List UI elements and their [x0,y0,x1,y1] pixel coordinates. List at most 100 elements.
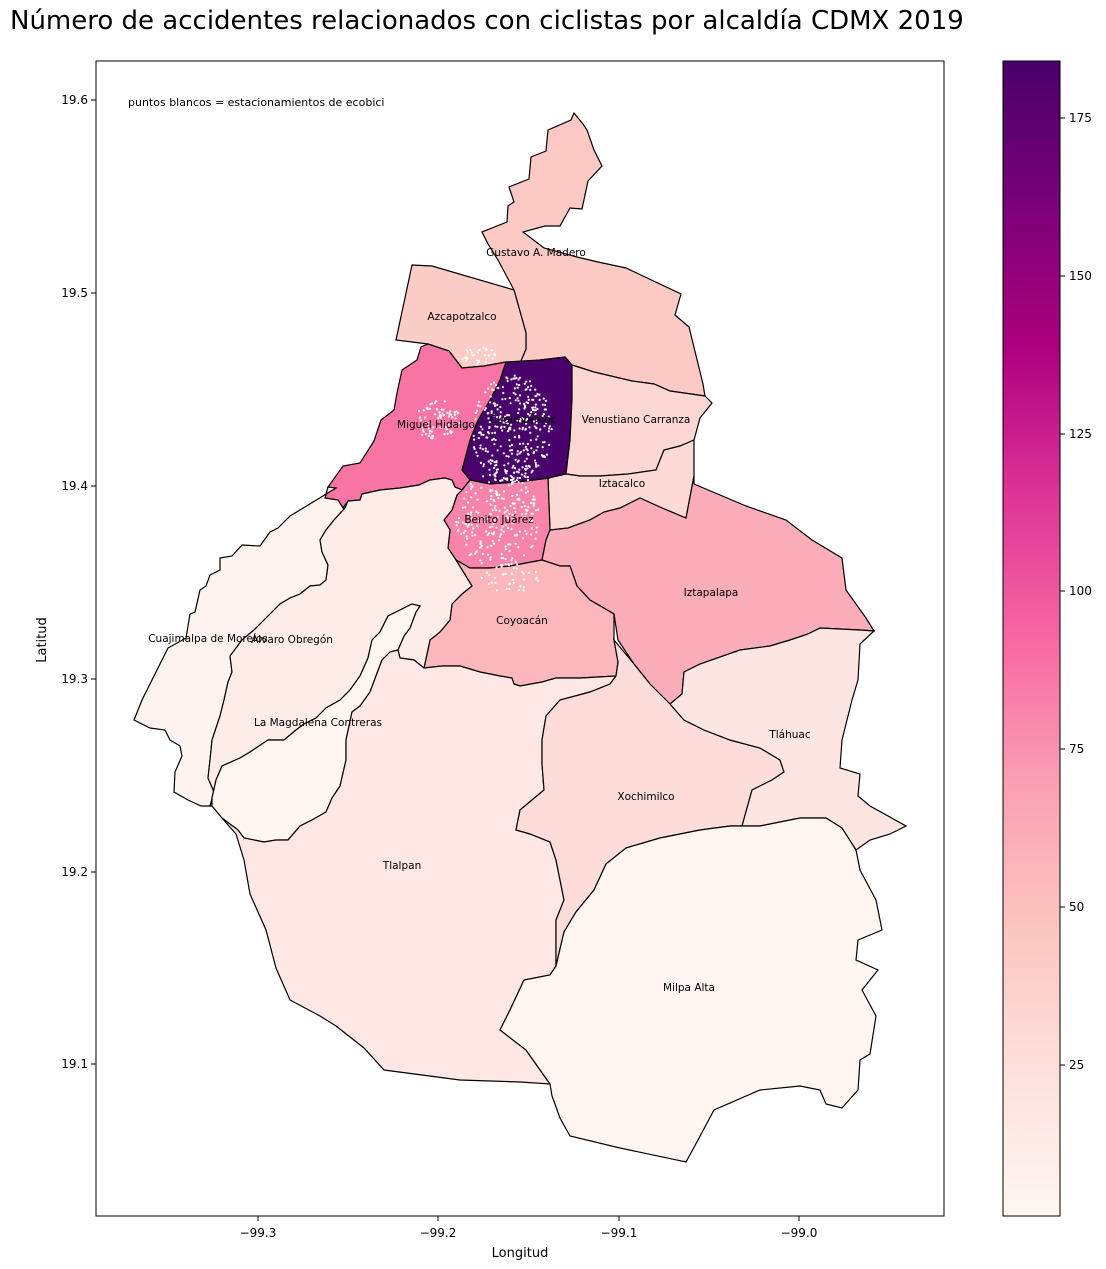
ecobici-station-dot [516,397,519,400]
ecobici-station-dot [470,351,473,354]
ecobici-station-dot [486,533,489,536]
ecobici-station-dot [514,560,517,564]
ecobici-station-dot [496,515,500,518]
ecobici-station-dot [525,401,528,404]
ecobici-station-dot [513,502,516,505]
ecobici-station-dot [497,497,500,500]
ecobici-station-dot [487,460,490,463]
ecobici-station-dot [448,412,451,415]
ecobici-station-dot [543,425,546,428]
ecobici-station-dot [534,571,538,574]
ecobici-station-dot [510,452,514,455]
ecobici-station-dot [464,506,467,509]
ecobici-station-dot [525,512,528,515]
ecobici-station-dot [506,377,509,380]
ecobici-station-dot [526,509,529,512]
ecobici-station-dot [507,563,510,566]
ecobici-station-dot [489,513,492,516]
y-tick-label: 19.6 [61,93,88,107]
ecobici-station-dot [494,581,497,585]
ecobici-station-dot [513,429,516,432]
ecobici-station-dot [476,351,479,354]
ecobici-station-dot [495,509,498,512]
ecobici-station-dot [496,449,499,452]
ecobici-station-dot [526,467,529,470]
ecobici-station-dot [487,583,491,586]
ecobici-station-dot [527,453,530,456]
ecobici-station-dot [475,359,478,362]
ecobici-station-dot [488,481,491,484]
x-axis: −99.3 −99.2 −99.1 −99.0 Longitud [240,1216,817,1261]
ecobici-station-dot [500,479,503,482]
region-milpa-alta[interactable] [499,817,883,1163]
map-regions [133,111,908,1163]
ecobici-station-dot [514,510,517,513]
ecobici-station-dot [516,386,519,389]
ecobici-station-dot [479,431,482,434]
ecobici-station-dot [435,407,438,410]
ecobici-station-dot [529,431,532,434]
ecobici-station-dot [496,425,499,428]
ecobici-station-dot [535,526,539,529]
ecobici-station-dot [541,403,544,406]
ecobici-station-dot [520,488,523,491]
ecobici-station-dot [512,478,515,481]
ecobici-station-dot [493,474,496,477]
ecobici-station-dot [488,421,491,424]
ecobici-station-dot [496,408,499,411]
ecobici-station-dot [523,404,526,407]
ecobici-station-dot [464,356,467,359]
ecobici-station-dot [469,482,472,485]
ecobici-station-dot [510,572,513,575]
ecobici-station-dot [493,404,496,407]
ecobici-station-dot [523,460,526,463]
ecobici-station-dot [517,459,520,462]
ecobici-station-dot [430,430,433,433]
ecobici-station-dot [524,445,527,448]
ecobici-station-dot [455,520,458,524]
ecobici-station-dot [535,576,539,579]
ecobici-station-dot [481,552,484,556]
ecobici-station-dot [449,431,453,435]
ecobici-station-dot [532,406,535,409]
ecobici-station-dot [442,408,445,411]
ecobici-station-dot [535,422,538,425]
ecobici-station-dot [446,432,449,435]
ecobici-station-dot [449,410,452,413]
ecobici-station-dot [543,408,546,411]
ecobici-stations [417,347,553,592]
ecobici-station-dot [482,347,485,350]
ecobici-station-dot [516,493,519,496]
region-label: Cuajimalpa de Morelos [148,633,268,645]
ecobici-station-dot [535,427,538,430]
ecobici-station-dot [524,508,528,511]
ecobici-station-dot [516,450,519,453]
ecobici-station-dot [522,442,525,445]
ecobici-station-dot [529,388,532,391]
ecobici-station-dot [518,452,521,455]
ecobici-station-dot [542,397,545,400]
ecobici-station-dot [479,545,483,548]
ecobici-station-dot [537,464,540,467]
ecobici-station-dot [515,479,519,482]
ecobici-station-dot [470,531,474,534]
ecobici-station-dot [533,459,537,462]
ecobici-station-dot [482,433,485,436]
ecobici-station-dot [477,519,481,523]
region-tlahuac[interactable] [669,627,908,851]
ecobici-station-dot [479,405,482,408]
x-tick-label: −99.3 [240,1226,277,1240]
ecobici-station-dot [514,458,517,461]
ecobici-station-dot [505,455,508,458]
ecobici-station-dot [525,465,528,468]
ecobici-station-dot [510,378,513,381]
ecobici-station-dot [417,409,421,413]
ecobici-station-dot [536,435,539,438]
ecobici-station-dot [489,462,492,465]
ecobici-station-dot [531,469,534,472]
ecobici-station-dot [492,437,495,440]
ecobici-station-dot [504,572,507,576]
ecobici-station-dot [466,537,469,541]
ecobici-station-dot [504,524,507,527]
y-axis: 19.6 19.5 19.4 19.3 19.2 19.1 Latitud [35,93,96,1071]
